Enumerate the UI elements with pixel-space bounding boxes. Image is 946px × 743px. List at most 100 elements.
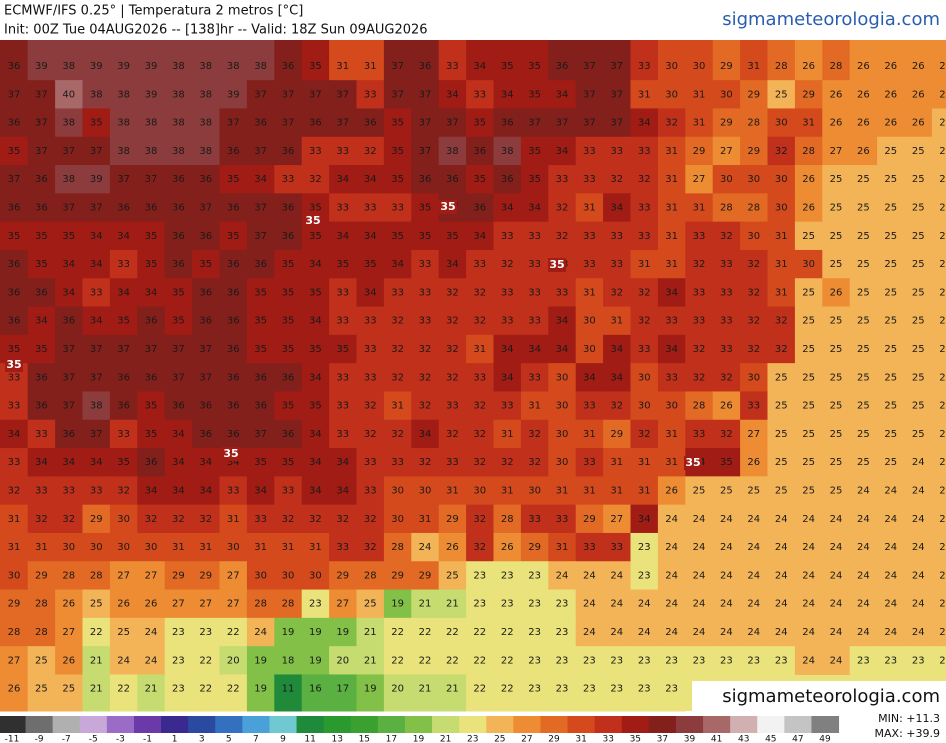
temperature-cell	[274, 108, 303, 138]
temperature-cell	[411, 504, 440, 534]
temperature-cell	[219, 504, 248, 534]
colorbar-segment	[703, 716, 731, 733]
temperature-label: 34	[528, 203, 541, 214]
temperature-label: 33	[583, 457, 596, 468]
temperature-cell	[712, 589, 741, 619]
temperature-label: 22	[446, 627, 459, 638]
temperature-label: 25	[912, 146, 925, 157]
temperature-label: 31	[254, 542, 267, 553]
temperature-cell	[520, 646, 549, 675]
temperature-label: 24	[884, 542, 897, 553]
temperature-label: 31	[610, 316, 623, 327]
temperature-label: 32	[309, 174, 322, 185]
temperature-label: 21	[419, 684, 432, 695]
temperature-cell	[27, 504, 56, 534]
temperature-label: 33	[693, 287, 706, 298]
temperature-label: 34	[62, 259, 75, 270]
temperature-cell	[685, 221, 714, 251]
temperature-cell	[794, 249, 823, 279]
temperature-label: 37	[391, 89, 404, 100]
temperature-cell	[657, 646, 686, 675]
temperature-cell	[246, 363, 275, 392]
temperature-cell	[548, 278, 577, 308]
temperature-cell	[192, 617, 220, 647]
temperature-cell	[137, 646, 166, 675]
temperature-cell	[904, 306, 933, 336]
temperature-label: 32	[419, 344, 432, 355]
temperature-label: 38	[117, 89, 130, 100]
temperature-cell	[712, 363, 741, 392]
temperature-label: 34	[172, 486, 185, 497]
temperature-label: 25	[747, 486, 760, 497]
temperature-cell	[657, 193, 686, 223]
temperature-cell	[219, 306, 248, 336]
temperature-cell	[657, 674, 686, 712]
temperature-cell	[822, 561, 851, 591]
temperature-cell	[904, 391, 933, 421]
temperature-cell	[630, 306, 659, 336]
temperature-label: 25	[802, 231, 815, 242]
temperature-cell	[657, 589, 686, 619]
temperature-label: 32	[528, 429, 541, 440]
temperature-cell	[438, 504, 467, 534]
temperature-label: 33	[336, 372, 349, 383]
temperature-cell	[27, 165, 56, 194]
temperature-cell	[82, 193, 111, 223]
temperature-cell	[356, 419, 385, 449]
temperature-label: 21	[364, 655, 377, 666]
temperature-cell	[274, 532, 303, 562]
temperature-label: 32	[665, 118, 678, 129]
temperature-cell	[438, 334, 467, 364]
temperature-label: 21	[446, 684, 459, 695]
colorbar-segment	[730, 716, 758, 733]
temperature-cell	[82, 40, 111, 81]
temperature-cell	[27, 589, 56, 619]
temperature-label: 29	[8, 599, 21, 610]
temperature-label: 33	[364, 486, 377, 497]
temperature-cell	[301, 617, 330, 647]
temperature-cell	[548, 108, 577, 138]
temperature-cell	[109, 193, 138, 223]
temperature-cell	[603, 193, 631, 223]
temperature-label: 24	[912, 542, 925, 553]
temperature-label: 27	[172, 599, 185, 610]
temperature-cell	[329, 306, 357, 336]
temperature-label: 24	[912, 570, 925, 581]
temperature-label: 37	[199, 203, 212, 214]
temperature-label: 34	[227, 457, 240, 468]
temperature-cell	[329, 646, 357, 675]
temperature-label: 31	[638, 259, 651, 270]
temperature-cell	[849, 165, 878, 194]
temperature-cell	[794, 532, 823, 562]
temperature-label: 32	[419, 401, 432, 412]
colorbar-tick-label: 19	[413, 735, 425, 743]
temperature-label: 38	[199, 146, 212, 157]
temperature-label: 36	[199, 287, 212, 298]
temperature-cell	[603, 532, 631, 562]
temperature-cell	[630, 165, 659, 194]
temperature-label: 34	[446, 259, 459, 270]
temperature-label: 34	[309, 372, 322, 383]
temperature-label: 32	[747, 259, 760, 270]
temperature-label: 36	[227, 259, 240, 270]
temperature-label: 32	[693, 344, 706, 355]
temperature-label: 36	[35, 401, 48, 412]
temperature-label: 34	[364, 287, 377, 298]
colorbar-segment	[540, 716, 569, 733]
temperature-cell	[520, 561, 549, 591]
temperature-label: 16	[309, 684, 322, 695]
temperature-cell	[329, 249, 357, 279]
temperature-cell	[630, 561, 659, 591]
temperature-cell	[493, 419, 522, 449]
temperature-cell	[575, 278, 604, 308]
temperature-label: 23	[172, 627, 185, 638]
temperature-label: 32	[446, 316, 459, 327]
temperature-cell	[904, 419, 933, 449]
colorbar-segment	[323, 716, 352, 733]
temperature-cell	[55, 278, 83, 308]
temperature-cell	[109, 391, 138, 421]
temperature-label: 34	[556, 316, 569, 327]
temperature-cell	[575, 136, 604, 166]
temperature-label: 22	[419, 655, 432, 666]
temperature-label: 25	[884, 344, 897, 355]
